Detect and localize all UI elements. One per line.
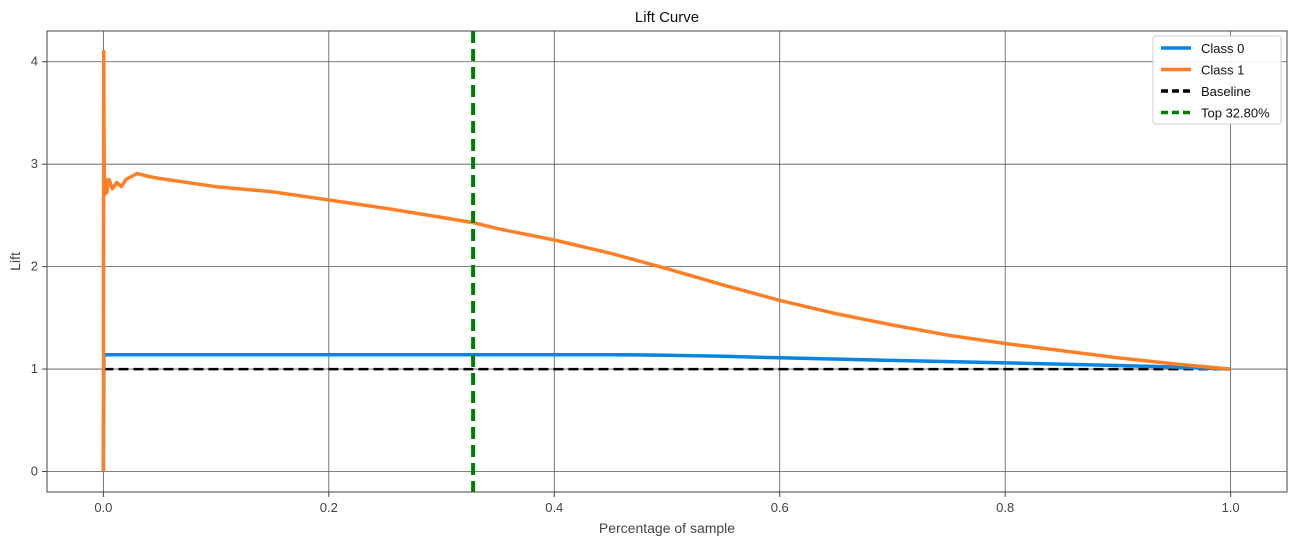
- x-tick-label: 0.8: [996, 500, 1014, 515]
- legend-label: Baseline: [1201, 84, 1251, 99]
- x-tick-label: 0.2: [320, 500, 338, 515]
- x-tick-label: 0.4: [545, 500, 563, 515]
- y-tick-label: 0: [31, 464, 38, 479]
- legend-label: Class 0: [1201, 41, 1244, 56]
- axis-ticks: 0.0 0.2 0.4 0.6 0.8 1.0 0 1 2 3 4: [31, 54, 1240, 515]
- legend-label: Class 1: [1201, 63, 1244, 78]
- series-line-class-0: [101, 352, 1231, 472]
- legend-label: Top 32.80%: [1201, 106, 1270, 121]
- grid-lines: [47, 31, 1287, 492]
- plot-frame: [46, 30, 1288, 493]
- x-axis-label: Percentage of sample: [599, 520, 735, 536]
- chart-title: Lift Curve: [635, 9, 699, 26]
- y-axis-label: Lift: [7, 252, 23, 271]
- y-tick-label: 4: [31, 54, 38, 69]
- legend-box: [1152, 35, 1282, 125]
- x-tick-label: 1.0: [1222, 500, 1240, 515]
- y-tick-label: 3: [31, 156, 38, 171]
- y-tick-label: 1: [31, 361, 38, 376]
- x-tick-label: 0.0: [94, 500, 112, 515]
- series-line-class-1: [101, 49, 1231, 472]
- y-tick-label: 2: [31, 259, 38, 274]
- x-tick-label: 0.6: [771, 500, 789, 515]
- plot-lines: [101, 31, 1231, 492]
- legend: Class 0 Class 1 Baseline Top 32.80%: [1152, 35, 1282, 125]
